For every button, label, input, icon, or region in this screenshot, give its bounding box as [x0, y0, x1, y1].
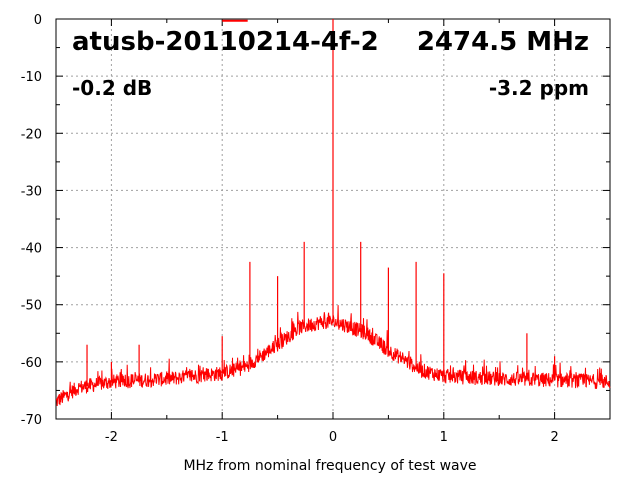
y-tick-label: -20 — [21, 127, 42, 142]
y-tick-label: -60 — [21, 356, 42, 371]
y-tick-label: 0 — [34, 13, 42, 28]
y-tick-labels: 0 -10 -20 -30 -40 -50 -60 -70 — [21, 13, 42, 428]
x-tick-label: -1 — [216, 430, 229, 445]
x-tick-label: 1 — [440, 430, 448, 445]
x-tick-label: 0 — [329, 430, 337, 445]
y-tick-label: -70 — [21, 413, 42, 428]
chart-title: atusb-20110214-4f-2 — [72, 27, 379, 57]
x-tick-labels: -2 -1 0 1 2 — [105, 430, 559, 445]
frequency-label: 2474.5 MHz — [417, 27, 589, 57]
y-tick-label: -40 — [21, 242, 42, 257]
level-label: -0.2 dB — [72, 76, 152, 100]
y-tick-label: -50 — [21, 299, 42, 314]
plot-area — [55, 19, 611, 407]
y-tick-label: -30 — [21, 184, 42, 199]
x-axis-label: MHz from nominal frequency of test wave — [183, 458, 476, 474]
x-tick-label: -2 — [105, 430, 118, 445]
y-tick-label: -10 — [21, 70, 42, 85]
x-tick-label: 2 — [550, 430, 558, 445]
offset-label: -3.2 ppm — [489, 76, 589, 100]
